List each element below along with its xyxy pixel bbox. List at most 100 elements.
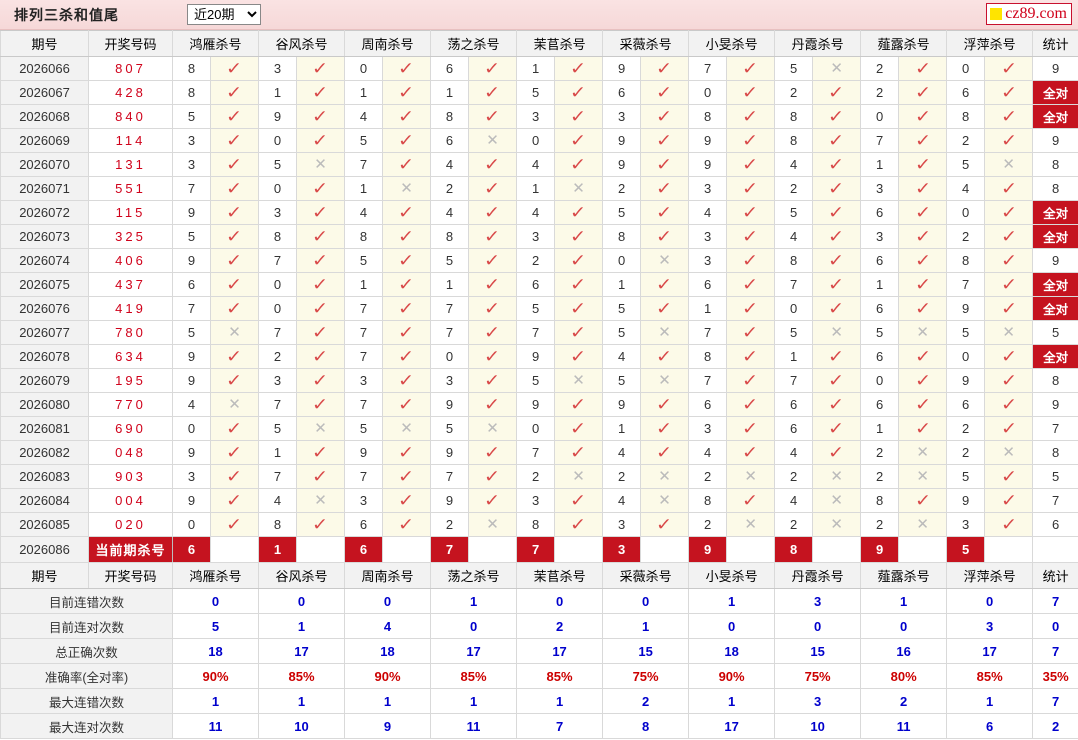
cell-pick-4: 6 (430, 56, 470, 81)
check-icon: ✓ (382, 80, 432, 105)
check-icon: ✓ (984, 512, 1034, 537)
check-icon: ✓ (554, 128, 604, 153)
check-icon: ✓ (812, 80, 862, 105)
footer-stat-value-6-9: 11 (860, 713, 948, 739)
check-icon: ✓ (898, 224, 948, 249)
cell-current-pick-5: 7 (516, 536, 556, 563)
cell-pick-9: 3 (860, 176, 900, 201)
check-icon: ✓ (726, 128, 776, 153)
cell-draw-number: 634 (88, 344, 173, 369)
footer-stat-value-1-10: 0 (946, 588, 1034, 614)
col-header-issue: 期号 (0, 30, 89, 57)
cell-pick-10: 9 (946, 488, 986, 513)
cell-draw-number: 195 (88, 368, 173, 393)
footer-stat-value-1-4: 1 (430, 588, 518, 614)
cell-pick-9: 2 (860, 512, 900, 537)
cell-pick-3: 7 (344, 320, 384, 345)
cell-pick-4: 1 (430, 80, 470, 105)
check-icon: ✓ (812, 344, 862, 369)
cell-current-pick-6: 3 (602, 536, 642, 563)
cell-issue: 2026081 (0, 416, 89, 441)
cross-icon: ✕ (296, 416, 346, 441)
footer-stat-value-5-3: 1 (344, 688, 432, 714)
cell-pick-1: 4 (172, 392, 211, 417)
cell-pick-7: 3 (688, 176, 728, 201)
cell-stat: 7 (1032, 488, 1078, 513)
check-icon: ✓ (984, 248, 1034, 273)
footer-stat-value-1-1: 0 (171, 588, 260, 614)
footer-stat-row: 最大连错次数 1 1 1 1 1 2 1 3 2 1 7 (0, 688, 1078, 714)
cell-pick-8: 0 (774, 296, 814, 321)
check-icon: ✓ (640, 296, 690, 321)
footer-stat-label: 最大连对次数 (0, 713, 173, 739)
check-icon: ✓ (984, 464, 1034, 489)
check-icon: ✓ (812, 416, 862, 441)
check-icon: ✓ (984, 392, 1034, 417)
check-icon: ✓ (898, 296, 948, 321)
check-icon: ✓ (554, 152, 604, 177)
table-row: 2026067 428 8 ✓ 1 ✓ 1 ✓ 1 ✓ 5 ✓ 6 ✓ 0 ✓ 2 ✓ 2 ✓ 6 ✓ 全对 (0, 80, 1078, 105)
cell-pick-6: 6 (602, 80, 642, 105)
cell-pick-8: 2 (774, 512, 814, 537)
check-icon: ✓ (984, 488, 1034, 513)
cell-pick-10: 9 (946, 368, 986, 393)
cell-pick-2: 1 (258, 80, 298, 105)
check-icon: ✓ (382, 488, 432, 513)
cell-pick-3: 1 (344, 80, 384, 105)
footer-stat-value-4-8: 75% (774, 663, 862, 689)
cell-pick-1: 3 (172, 128, 211, 153)
cell-current-blank-8 (812, 536, 862, 563)
cell-pick-4: 3 (430, 368, 470, 393)
cell-pick-8: 2 (774, 176, 814, 201)
check-icon: ✓ (640, 104, 690, 129)
cell-pick-5: 2 (516, 248, 556, 273)
cross-icon: ✕ (640, 248, 690, 273)
check-icon: ✓ (468, 368, 518, 393)
check-icon: ✓ (209, 488, 260, 513)
footer-stat-value-2-1: 5 (171, 613, 260, 639)
cell-pick-3: 7 (344, 296, 384, 321)
cell-issue: 2026073 (0, 224, 89, 249)
cell-pick-4: 7 (430, 464, 470, 489)
check-icon: ✓ (382, 248, 432, 273)
check-icon: ✓ (812, 272, 862, 297)
check-icon: ✓ (209, 152, 260, 177)
cell-pick-8: 8 (774, 128, 814, 153)
cell-pick-4: 4 (430, 152, 470, 177)
check-icon: ✓ (898, 344, 948, 369)
period-select[interactable]: 近20期近30期近50期近100期 (187, 4, 261, 25)
cell-pick-5: 2 (516, 464, 556, 489)
cross-icon: ✕ (640, 464, 690, 489)
cell-pick-8: 4 (774, 440, 814, 465)
cell-pick-6: 8 (602, 224, 642, 249)
table-row: 2026074 406 9 ✓ 7 ✓ 5 ✓ 5 ✓ 2 ✓ 0 ✕ 3 ✓ 8 ✓ 6 ✓ 8 ✓ 9 (0, 248, 1078, 273)
logo-text: cz89.com (1005, 5, 1067, 22)
footer-stat-row: 最大连对次数 11 10 9 11 7 8 17 10 11 6 2 (0, 713, 1078, 739)
footer-stat-value-2-6: 1 (602, 613, 690, 639)
cell-stat: 8 (1032, 152, 1078, 177)
check-icon: ✓ (984, 176, 1034, 201)
cell-pick-10: 9 (946, 296, 986, 321)
cell-pick-5: 5 (516, 368, 556, 393)
check-icon: ✓ (726, 416, 776, 441)
check-icon: ✓ (209, 80, 260, 105)
footer-stat-value-3-8: 15 (774, 638, 862, 664)
cell-pick-10: 2 (946, 224, 986, 249)
check-icon: ✓ (554, 272, 604, 297)
col-header-expert-9: 薤露杀号 (860, 30, 948, 57)
col-header-expert-1: 鸿雁杀号 (171, 30, 260, 57)
cell-draw-number: 020 (88, 512, 173, 537)
check-icon: ✓ (640, 392, 690, 417)
check-icon: ✓ (468, 176, 518, 201)
table-row: 2026068 840 5 ✓ 9 ✓ 4 ✓ 8 ✓ 3 ✓ 3 ✓ 8 ✓ 8 ✓ 0 ✓ 8 ✓ 全对 (0, 104, 1078, 129)
check-icon: ✓ (382, 368, 432, 393)
col-header-expert-2: 谷风杀号 (258, 562, 346, 589)
footer-stat-value-2-8: 0 (774, 613, 862, 639)
cell-current-pick-10: 5 (946, 536, 986, 563)
col-header-expert-8: 丹霞杀号 (774, 562, 862, 589)
col-header-expert-2: 谷风杀号 (258, 30, 346, 57)
cell-pick-6: 9 (602, 128, 642, 153)
footer-stat-value-4-7: 90% (688, 663, 776, 689)
check-icon: ✓ (812, 224, 862, 249)
